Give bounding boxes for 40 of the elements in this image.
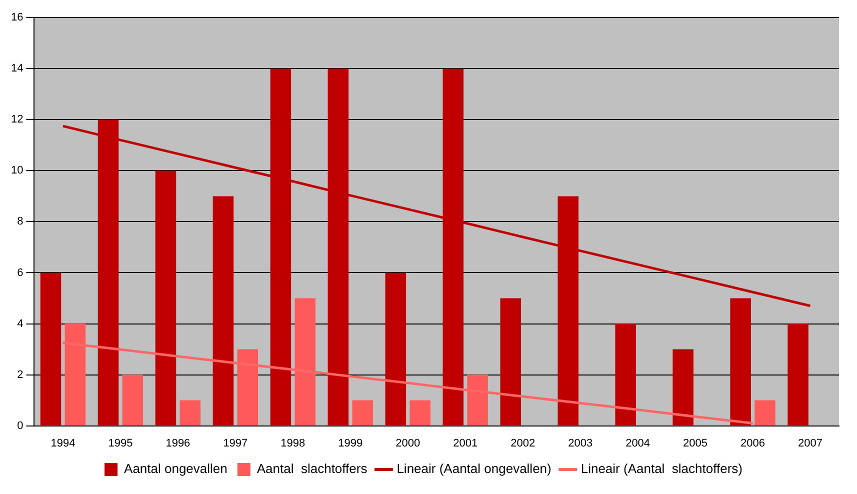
bar (615, 324, 636, 426)
x-tick-label: 2006 (740, 437, 766, 450)
x-tick-label: 2002 (510, 437, 536, 450)
bar (672, 349, 694, 426)
y-tick-label: 4 (17, 318, 24, 330)
bar (180, 400, 201, 426)
y-tick-label: 6 (17, 266, 24, 279)
bar (122, 374, 144, 426)
bar (352, 400, 373, 426)
y-tick-label: 16 (10, 12, 24, 24)
legend-label: Lineair (Aantal slachtoffers) (580, 461, 742, 476)
bar (155, 170, 176, 426)
bar (40, 272, 62, 426)
bar (212, 196, 234, 426)
x-tick-label: 2005 (683, 437, 708, 450)
bar (500, 298, 522, 426)
x-tick-label: 1994 (50, 437, 76, 450)
bar (385, 272, 406, 426)
x-tick-label: 1999 (338, 437, 363, 450)
y-tick-label: 2 (17, 368, 24, 381)
x-tick-label: 1997 (223, 437, 248, 450)
bar (730, 298, 751, 426)
y-tick-label: 14 (10, 62, 24, 75)
x-tick-label: 2001 (453, 437, 478, 450)
y-tick-label: 0 (17, 420, 24, 432)
bar (788, 324, 808, 426)
x-tick-label: 2004 (626, 437, 650, 450)
x-tick-label: 2003 (568, 437, 593, 450)
x-tick-label: 1996 (166, 437, 190, 450)
y-tick-label: 12 (10, 114, 24, 126)
legend-label: Aantal ongevallen (124, 461, 228, 476)
bar (410, 400, 430, 426)
legend-label: Aantal slachtoffers (256, 461, 368, 476)
y-tick-label: 8 (17, 216, 24, 228)
x-tick-label: 1995 (108, 437, 133, 450)
x-tick-label: 1998 (280, 437, 306, 450)
x-tick-label: 2007 (798, 437, 822, 450)
legend-label: Lineair (Aantal ongevallen) (396, 461, 552, 476)
y-tick-label: 10 (10, 164, 24, 177)
x-tick-label: 2000 (396, 437, 420, 450)
